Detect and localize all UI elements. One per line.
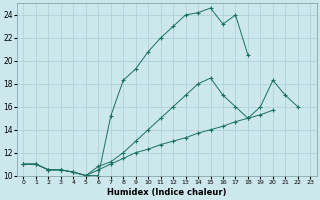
X-axis label: Humidex (Indice chaleur): Humidex (Indice chaleur) <box>107 188 227 197</box>
